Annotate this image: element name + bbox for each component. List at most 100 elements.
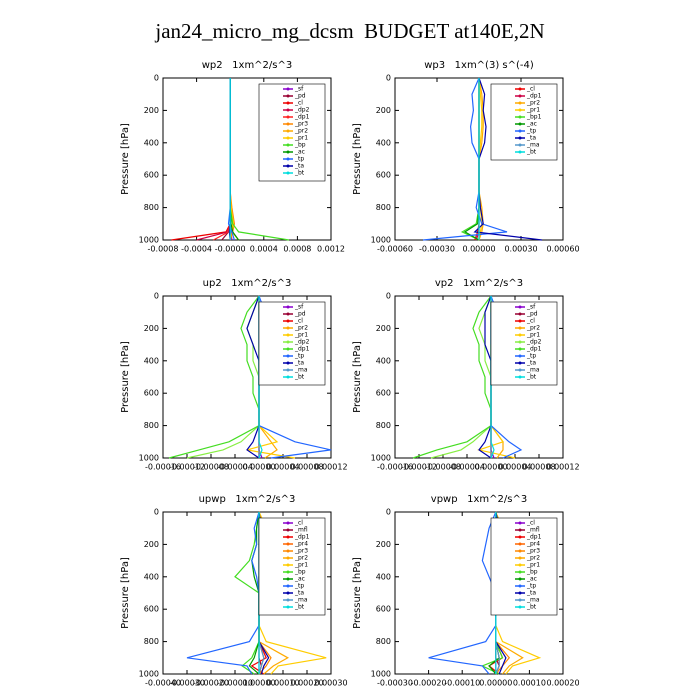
x-tick-label: 0.00004 (266, 463, 299, 472)
legend-marker (518, 361, 522, 365)
legend-label: _pd (526, 311, 538, 318)
legend-marker (286, 150, 290, 154)
legend-label: _pr2 (294, 128, 308, 135)
legend-marker (286, 340, 290, 344)
series-line (168, 295, 260, 459)
legend-box (490, 517, 558, 616)
x-tick-label: -0.00010 (217, 679, 253, 688)
legend-marker (518, 605, 522, 609)
y-tick-label: 200 (376, 540, 391, 549)
x-tick-label: 0.00008 (522, 463, 555, 472)
legend-box (258, 517, 326, 616)
x-tick-label: -0.00030 (377, 679, 413, 688)
legend-marker (286, 115, 290, 119)
y-tick-label: 400 (144, 572, 159, 581)
legend-marker (518, 528, 522, 532)
legend-label: _cl (526, 318, 535, 325)
panel-title: vpwp 1xm^2/s^3 (431, 494, 527, 505)
legend-label: _bt (526, 374, 537, 381)
panel-title: up2 1xm^2/s^3 (203, 278, 292, 289)
x-tick-label: -0.00030 (419, 245, 455, 254)
y-tick-label: 200 (144, 324, 159, 333)
y-tick-label: 800 (376, 421, 391, 430)
legend-label: _pr1 (294, 332, 308, 339)
legend-marker (286, 354, 290, 358)
legend-label: _tp (526, 583, 536, 590)
legend-label: _dp2 (294, 107, 310, 114)
legend-label: _cl (294, 318, 303, 325)
x-tick-label: 0.00000 (242, 679, 275, 688)
legend-label: _pd (294, 93, 306, 100)
legend-label: _dp1 (294, 114, 310, 121)
y-tick-label: 0 (154, 292, 159, 301)
legend-marker (286, 94, 290, 98)
legend-marker (518, 312, 522, 316)
plot-frame (162, 511, 332, 675)
x-tick-label: 0.0004 (250, 245, 278, 254)
legend-label: _ac (294, 149, 305, 156)
legend-label: _dp1 (294, 534, 310, 541)
y-tick-label: 800 (144, 637, 159, 646)
legend-marker (286, 535, 290, 539)
legend-label: _ac (526, 576, 537, 583)
x-tick-label: -0.00040 (145, 679, 181, 688)
x-tick-label: 0.00010 (513, 679, 546, 688)
legend-marker (518, 143, 522, 147)
x-tick-label: 0.00004 (498, 463, 531, 472)
legend-label: _sf (526, 304, 536, 311)
y-axis-label: Pressure [hPa] (120, 557, 131, 629)
legend-label: _ta (294, 163, 304, 170)
legend-label: _bt (294, 374, 305, 381)
legend-label: _bp (294, 569, 306, 576)
legend-marker (518, 122, 522, 126)
legend-marker (518, 333, 522, 337)
y-tick-label: 600 (376, 171, 391, 180)
legend-box (258, 83, 326, 182)
legend-marker (286, 563, 290, 567)
y-tick-label: 0 (386, 292, 391, 301)
legend-label: _pr1 (294, 562, 308, 569)
legend-marker (518, 115, 522, 119)
legend-marker (286, 598, 290, 602)
legend-marker (286, 157, 290, 161)
y-tick-label: 400 (144, 356, 159, 365)
y-tick-label: 0 (154, 74, 159, 83)
y-axis-label: Pressure [hPa] (352, 341, 363, 413)
legend-label: _pr1 (526, 332, 540, 339)
y-tick-label: 400 (376, 356, 391, 365)
y-tick-label: 400 (376, 572, 391, 581)
legend-marker (518, 563, 522, 567)
x-tick-label: 0.0008 (283, 245, 311, 254)
y-tick-label: 200 (376, 324, 391, 333)
legend-marker (286, 305, 290, 309)
series-line (248, 511, 260, 675)
legend-marker (286, 375, 290, 379)
legend-marker (286, 87, 290, 91)
plot-frame (394, 511, 564, 675)
legend-label: _ma (526, 142, 540, 149)
y-tick-label: 200 (144, 540, 159, 549)
y-tick-label: 800 (144, 203, 159, 212)
y-tick-label: 200 (376, 106, 391, 115)
y-tick-label: 1000 (139, 236, 159, 245)
legend-marker (518, 591, 522, 595)
legend-label: _dp1 (526, 93, 542, 100)
x-tick-label: 0.00000 (474, 463, 507, 472)
x-tick-label: 0.00000 (479, 679, 512, 688)
x-tick-label: -0.00012 (401, 463, 437, 472)
legend-marker (518, 598, 522, 602)
legend-label: _pr3 (294, 548, 308, 555)
y-tick-label: 600 (376, 605, 391, 614)
legend-label: _pd (294, 311, 306, 318)
legend-box (258, 301, 326, 386)
legend-marker (286, 584, 290, 588)
legend-label: _pr2 (294, 325, 308, 332)
legend-label: _tp (294, 583, 304, 590)
legend-label: _pr2 (294, 555, 308, 562)
legend-label: _ta (526, 590, 536, 597)
plot-frame (394, 295, 564, 459)
legend-marker (286, 171, 290, 175)
legend-marker (518, 556, 522, 560)
y-tick-label: 800 (144, 421, 159, 430)
legend-label: _pr1 (526, 107, 540, 114)
